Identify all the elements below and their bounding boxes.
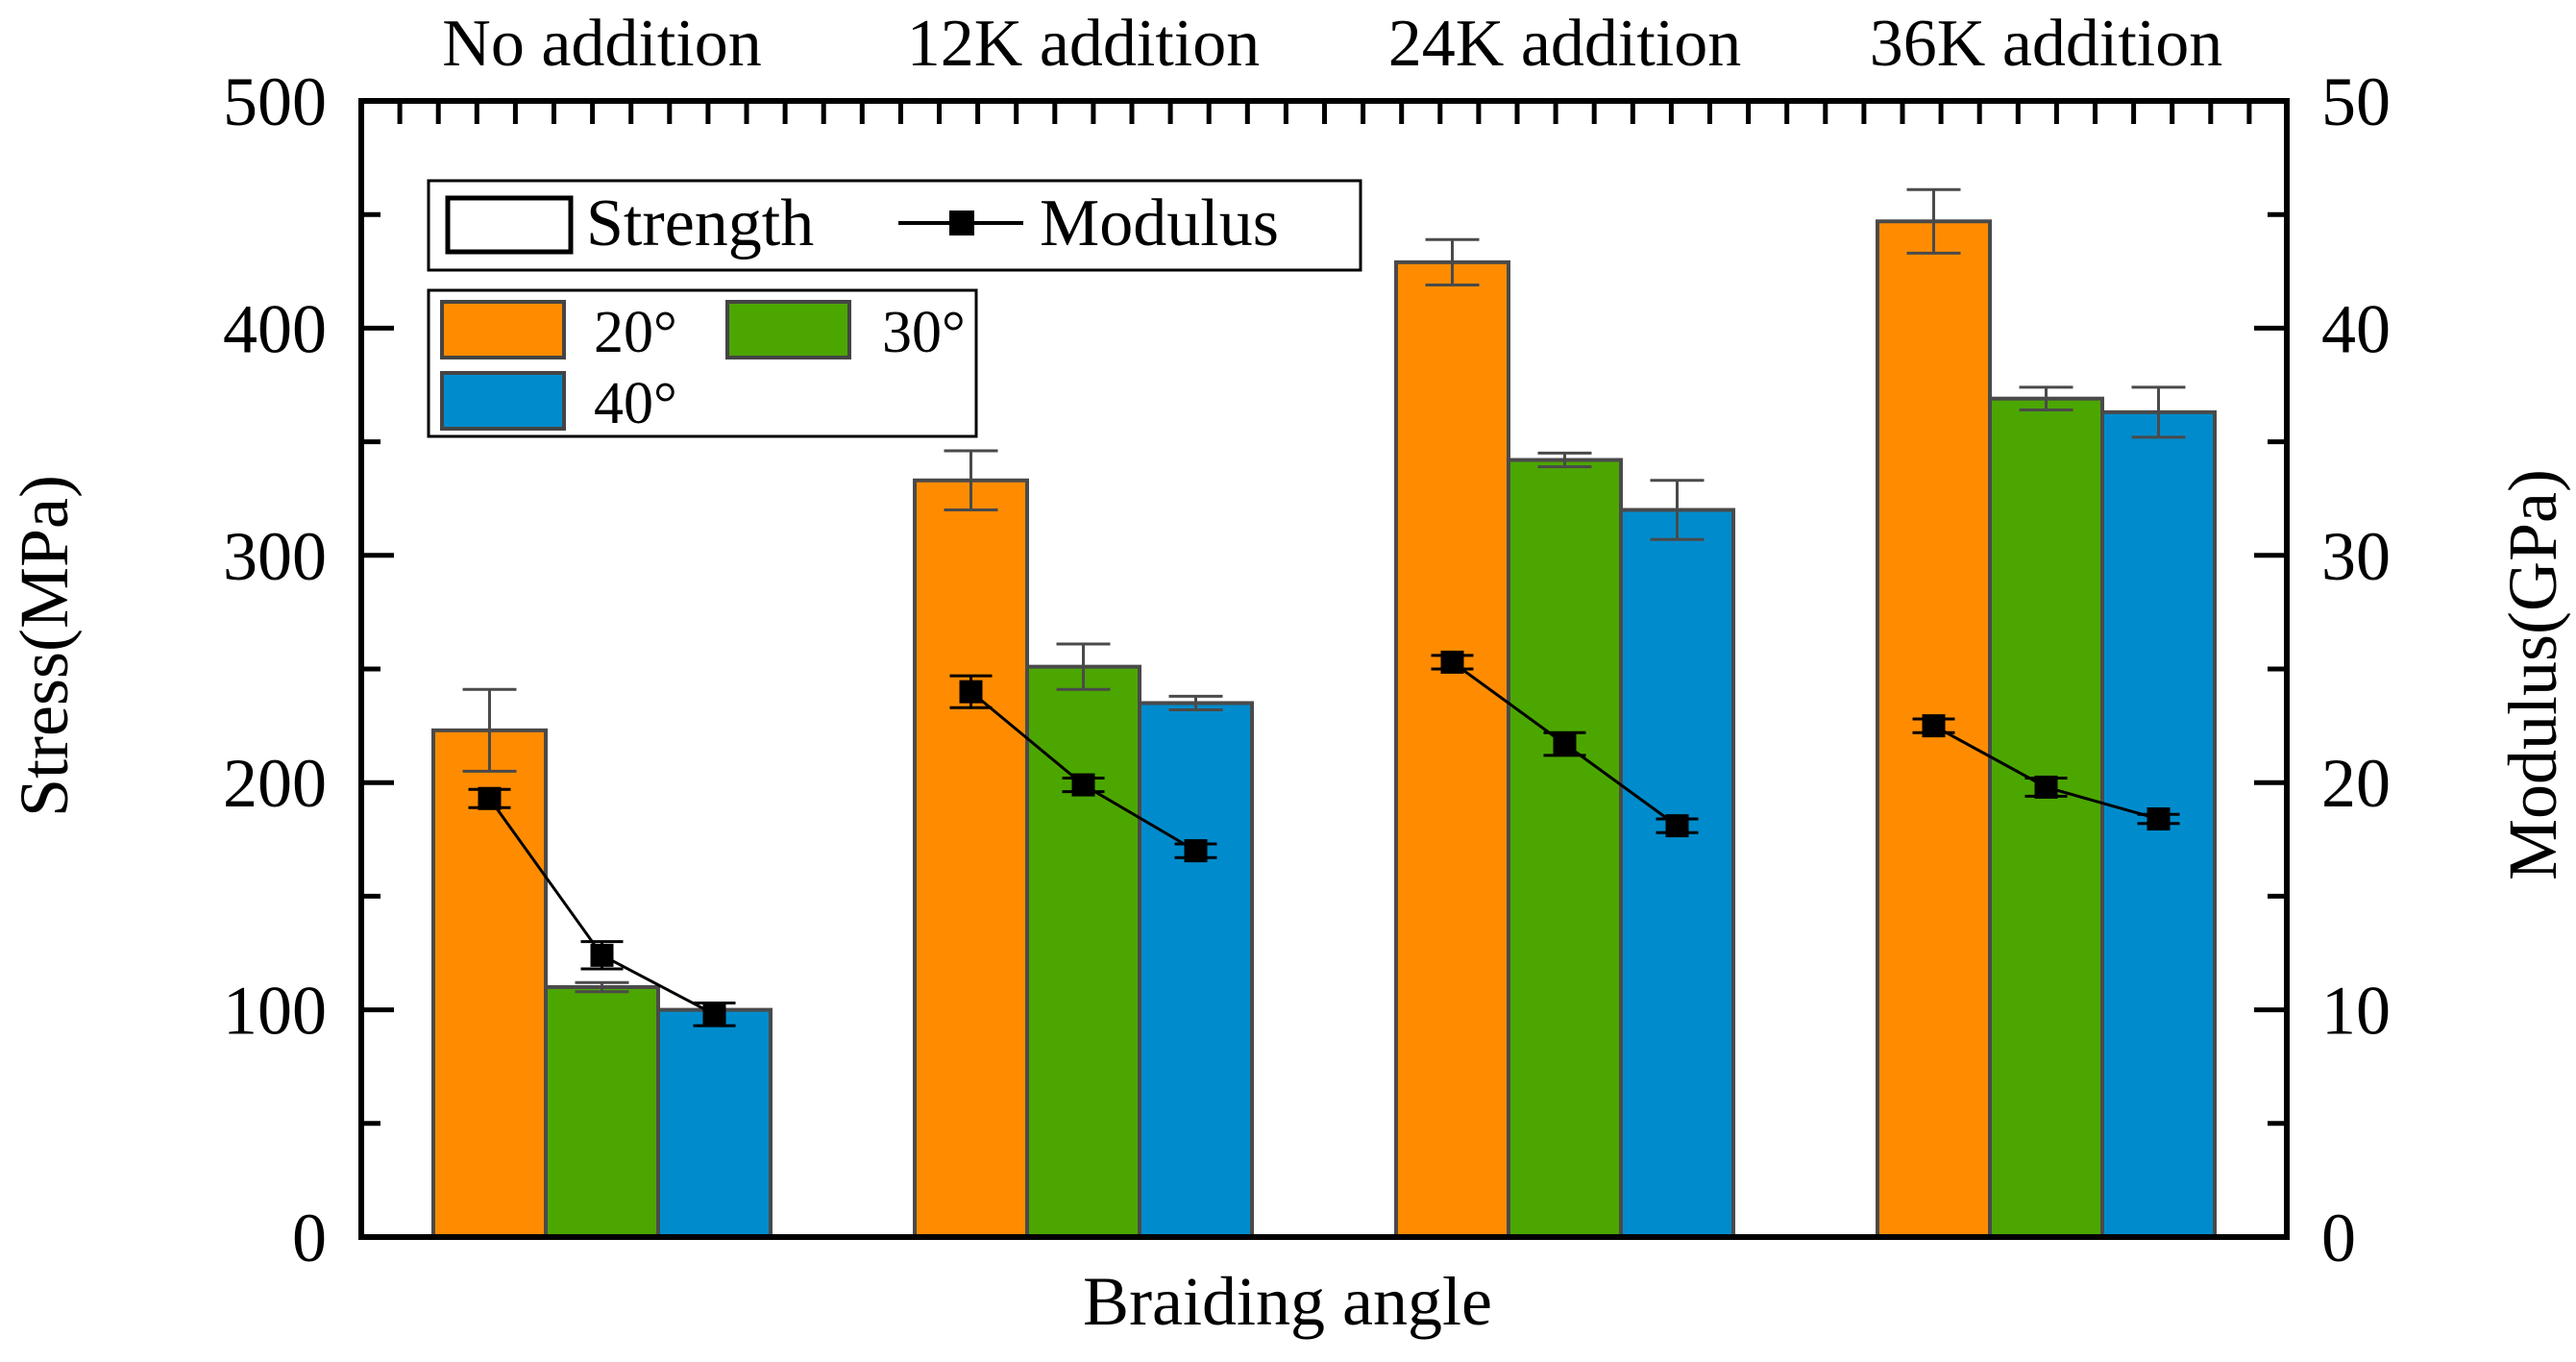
- modulus-point: [1184, 839, 1208, 863]
- y-axis-label: Stress(MPa): [6, 475, 83, 817]
- legend-20-label: 20°: [594, 300, 677, 365]
- x-axis-label: Braiding angle: [1083, 1263, 1492, 1340]
- y2-axis-label: Modulus(GPa): [2494, 469, 2571, 880]
- modulus-point: [1071, 773, 1095, 797]
- bar: [1138, 701, 1254, 1239]
- y2-tick-label: 30: [2321, 518, 2391, 595]
- bar: [913, 478, 1029, 1239]
- bar: [656, 1007, 773, 1239]
- labels-layer: Braiding angle Stress(MPa) Modulus(GPa) …: [6, 7, 2571, 1340]
- legend-type: Strength Modulus: [427, 179, 1362, 272]
- bar: [544, 984, 660, 1239]
- modulus-point: [1665, 814, 1689, 838]
- bar: [431, 728, 548, 1239]
- legend-strength-swatch: [445, 195, 574, 255]
- legend-30-swatch: [725, 300, 851, 359]
- modulus-point: [959, 680, 983, 704]
- y-tick-label: 300: [223, 518, 327, 595]
- legend-type-frame: [427, 179, 1362, 272]
- legend-angles: 20° 30° 40°: [427, 288, 978, 438]
- modulus-point: [1440, 650, 1464, 674]
- bar: [1988, 396, 2104, 1239]
- y2-tick-label: 20: [2321, 745, 2391, 822]
- modulus-point: [478, 786, 502, 810]
- group-label: 12K addition: [907, 7, 1260, 81]
- y2-tick-label: 0: [2321, 1200, 2356, 1276]
- y-tick-label: 100: [223, 973, 327, 1050]
- group-label: 24K addition: [1388, 7, 1741, 81]
- legend-modulus-label: Modulus: [1040, 186, 1279, 260]
- legend-strength-label: Strength: [586, 186, 814, 260]
- bar: [1507, 458, 1623, 1239]
- modulus-point: [1553, 732, 1577, 756]
- modulus-point: [590, 943, 614, 967]
- bar: [1619, 508, 1735, 1239]
- legend-modulus-marker: [949, 210, 974, 235]
- modulus-point: [2147, 807, 2171, 831]
- modulus-point: [2034, 775, 2058, 799]
- legend-40-label: 40°: [594, 371, 677, 436]
- y2-tick-label: 50: [2321, 63, 2391, 140]
- modulus-point: [702, 1003, 726, 1027]
- axes-layer: 0 100 200 300 400 500 0 10 20 30 40 50: [223, 63, 2391, 1276]
- legend-30-label: 30°: [882, 300, 966, 365]
- y2-tick-label: 10: [2321, 973, 2391, 1050]
- bar: [1394, 260, 1510, 1239]
- y-tick-label: 0: [292, 1200, 327, 1276]
- y-tick-label: 400: [223, 290, 327, 367]
- modulus-point: [1922, 714, 1946, 738]
- modulus-layer: [468, 650, 2180, 1028]
- group-label: 36K addition: [1870, 7, 2222, 81]
- y-tick-label: 500: [223, 63, 327, 140]
- legend-40-swatch: [440, 371, 566, 431]
- y2-tick-label: 40: [2321, 290, 2391, 367]
- group-label: No addition: [442, 7, 761, 81]
- legend-20-swatch: [440, 300, 566, 359]
- y-tick-label: 200: [223, 745, 327, 822]
